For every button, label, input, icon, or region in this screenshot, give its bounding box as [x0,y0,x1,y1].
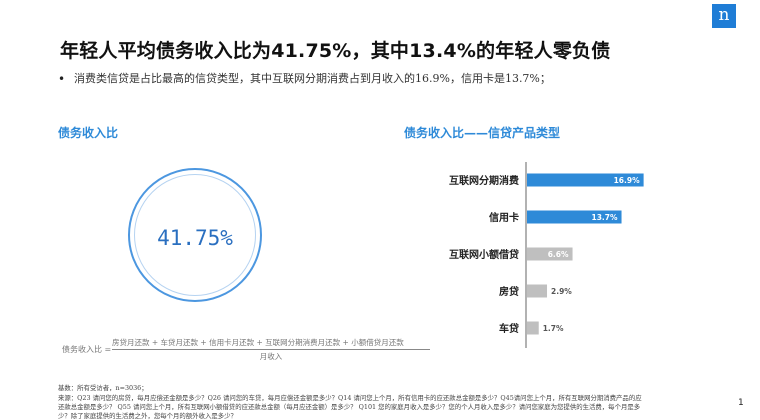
bar [527,173,644,187]
footnote-base: 基数：所有受访者，n=3036； [58,384,148,392]
bar-value-label: 2.9% [551,287,572,296]
summary-bullet: 消费类信贷是占比最高的信贷类型，其中互联网分期消费占到月收入的16.9%，信用卡… [74,72,551,85]
ratio-value: 41.75% [157,226,233,250]
bullet-marker: • [58,72,66,86]
bar-value-label: 13.7% [591,213,618,222]
credit-type-title: 债务收入比——信贷产品类型 [404,126,561,140]
formula-denominator: 月收入 [259,352,283,361]
page-number: 1 [738,398,744,408]
category-label: 信用卡 [489,211,519,224]
bar-value-label: 6.6% [548,250,569,259]
category-label: 房贷 [499,285,519,298]
bar [527,210,622,224]
bar-value-label: 16.9% [614,176,641,185]
bar [527,247,573,261]
ratio-ring [128,168,262,302]
bar [527,321,539,335]
debt-ratio-title: 债务收入比 [58,126,119,140]
ratio-ring-inner [134,174,256,296]
formula-numerator: 房贷月还款 + 车贷月还款 + 信用卡月还款 + 互联网分期消费月还款 + 小额… [112,338,404,347]
category-label: 互联网小额借贷 [449,248,519,261]
formula-fraction-line [112,349,430,350]
footnote-source-1: 来源：Q23 请问您的房贷，每月应偿还金额是多少？Q26 请问您的车贷，每月应偿… [58,394,642,402]
nielsen-logo: n [712,4,736,28]
formula-label: 债务收入比 = [62,345,112,354]
bar [527,284,548,298]
footnote-source-3: 少？除了家庭提供的生活费之外，您每个月的额外收入是多少？ [58,412,237,420]
category-label: 互联网分期消费 [449,174,519,187]
credit-type-bar-chart: 互联网分期消费 16.9% 信用卡 13.7% 互联网小额借贷 6.6% 房贷 2.9% 车贷 1… [449,162,644,348]
footnote-source-2: 还款总金额是多少？ Q55 请问您上个月，所有互联网小额借贷的应还款总金额（每月… [58,403,641,411]
category-label: 车贷 [499,322,519,335]
page-title: 年轻人平均债务收入比为41.75%，其中13.4%的年轻人零负债 [60,40,611,62]
bar-value-label: 1.7% [543,324,564,333]
